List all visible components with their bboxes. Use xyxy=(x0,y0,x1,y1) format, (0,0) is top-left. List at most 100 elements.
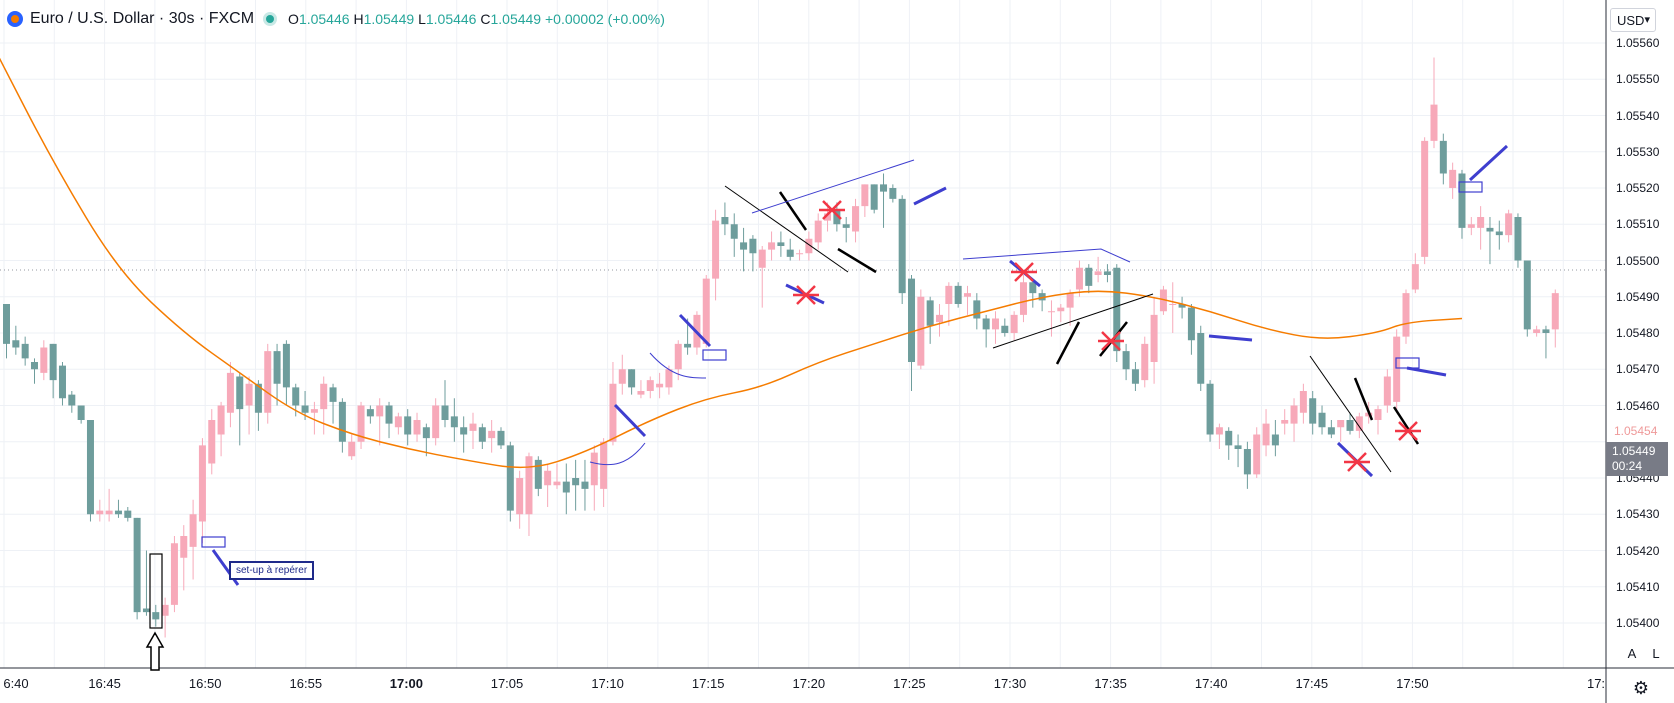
candle[interactable] xyxy=(1421,137,1429,265)
trendline[interactable] xyxy=(992,293,1154,349)
candle[interactable] xyxy=(142,550,150,616)
candle[interactable] xyxy=(1486,217,1494,265)
candle[interactable] xyxy=(954,282,962,308)
candle[interactable] xyxy=(1495,220,1503,250)
candle[interactable] xyxy=(198,438,206,544)
candle[interactable] xyxy=(870,184,878,214)
blue-stroke[interactable] xyxy=(678,313,712,348)
candle[interactable] xyxy=(1103,264,1111,283)
candle[interactable] xyxy=(1262,409,1270,457)
candle[interactable] xyxy=(497,427,505,449)
candle[interactable] xyxy=(404,409,412,446)
candle[interactable] xyxy=(338,398,346,453)
candle[interactable] xyxy=(553,463,561,489)
candle[interactable] xyxy=(982,314,990,348)
candle[interactable] xyxy=(478,423,486,449)
candle[interactable] xyxy=(730,213,738,257)
candle[interactable] xyxy=(180,525,188,591)
candle[interactable] xyxy=(1430,57,1438,149)
stroke-mark[interactable] xyxy=(778,191,808,231)
candle[interactable] xyxy=(1234,434,1242,468)
candle[interactable] xyxy=(1010,311,1018,341)
candle[interactable] xyxy=(656,372,664,399)
candle[interactable] xyxy=(1215,423,1223,449)
candle[interactable] xyxy=(590,445,598,511)
candle[interactable] xyxy=(963,285,971,315)
candle[interactable] xyxy=(3,304,10,359)
candle[interactable] xyxy=(600,438,608,507)
candle[interactable] xyxy=(973,293,981,330)
candle[interactable] xyxy=(1075,260,1083,297)
blue-stroke[interactable] xyxy=(613,403,647,438)
candle[interactable] xyxy=(1038,289,1046,312)
marker-rect[interactable] xyxy=(1395,357,1420,369)
candle[interactable] xyxy=(273,343,281,406)
candle[interactable] xyxy=(236,372,244,446)
candle[interactable] xyxy=(1337,420,1345,442)
blue-stroke[interactable] xyxy=(1406,366,1447,377)
candle[interactable] xyxy=(1533,325,1541,337)
setup-callout[interactable]: set-up à repérer xyxy=(229,561,315,580)
candle[interactable] xyxy=(1047,300,1055,337)
red-cross[interactable] xyxy=(1011,262,1037,282)
candle[interactable] xyxy=(488,420,496,453)
gear-icon[interactable]: ⚙ xyxy=(1632,677,1650,698)
candle[interactable] xyxy=(189,499,197,580)
candle[interactable] xyxy=(1206,380,1214,442)
candle[interactable] xyxy=(852,198,860,243)
candle[interactable] xyxy=(712,209,720,301)
candle[interactable] xyxy=(1458,169,1466,239)
candle[interactable] xyxy=(1393,329,1401,410)
marker-rect[interactable] xyxy=(702,349,727,361)
candle[interactable] xyxy=(450,398,458,442)
candle[interactable] xyxy=(1327,420,1335,439)
candle[interactable] xyxy=(1159,285,1167,315)
stroke-mark[interactable] xyxy=(1055,321,1081,365)
candle[interactable] xyxy=(1346,412,1354,435)
candle[interactable] xyxy=(674,340,682,381)
candle[interactable] xyxy=(1505,209,1513,243)
candle[interactable] xyxy=(1374,405,1382,435)
candle[interactable] xyxy=(96,499,104,522)
candle[interactable] xyxy=(348,434,356,460)
candle[interactable] xyxy=(394,412,402,435)
candle[interactable] xyxy=(842,217,850,243)
candle[interactable] xyxy=(889,184,897,203)
candle[interactable] xyxy=(1253,427,1261,478)
symbol-legend[interactable]: Euro / U.S. Dollar · 30s · FXCM O1.05446… xyxy=(6,8,665,30)
candle[interactable] xyxy=(749,235,757,272)
candle[interactable] xyxy=(460,416,468,453)
candle[interactable] xyxy=(665,365,673,395)
candle[interactable] xyxy=(422,423,430,457)
candle[interactable] xyxy=(991,311,999,344)
candle[interactable] xyxy=(562,463,570,515)
candle[interactable] xyxy=(646,376,654,399)
candle[interactable] xyxy=(413,412,421,442)
candle[interactable] xyxy=(12,325,20,355)
candle[interactable] xyxy=(609,362,617,446)
candle[interactable] xyxy=(1225,427,1233,460)
candle[interactable] xyxy=(833,202,841,232)
candle[interactable] xyxy=(637,380,645,399)
marker-rect[interactable] xyxy=(1458,181,1483,193)
candle[interactable] xyxy=(1309,391,1317,435)
candle[interactable] xyxy=(40,340,48,381)
candle[interactable] xyxy=(534,456,542,497)
candle[interactable] xyxy=(1122,343,1130,381)
candle[interactable] xyxy=(245,376,253,435)
candle[interactable] xyxy=(572,459,580,511)
red-cross[interactable] xyxy=(793,285,819,305)
candle[interactable] xyxy=(861,184,869,217)
candle[interactable] xyxy=(49,343,57,399)
candle[interactable] xyxy=(441,380,449,428)
candle[interactable] xyxy=(1467,217,1475,236)
candle[interactable] xyxy=(1439,133,1447,185)
candle[interactable] xyxy=(945,282,953,326)
candle[interactable] xyxy=(936,304,943,337)
candle[interactable] xyxy=(1019,275,1027,323)
candle[interactable] xyxy=(30,358,38,384)
candle[interactable] xyxy=(21,336,29,366)
log-scale-button[interactable]: L xyxy=(1646,643,1666,663)
auto-scale-button[interactable]: A xyxy=(1622,643,1642,663)
blue-stroke[interactable] xyxy=(913,186,947,206)
